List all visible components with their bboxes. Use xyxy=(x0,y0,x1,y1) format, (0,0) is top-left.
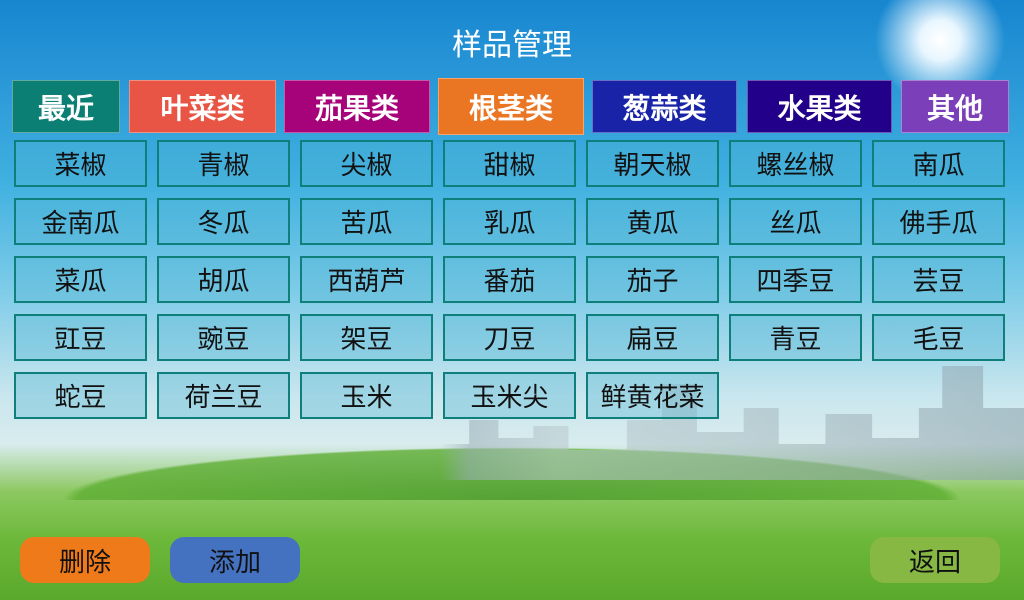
tab-2[interactable]: 茄果类 xyxy=(284,80,430,133)
tab-0[interactable]: 最近 xyxy=(12,80,120,133)
sample-item[interactable]: 茄子 xyxy=(586,256,719,303)
sample-item[interactable]: 番茄 xyxy=(443,256,576,303)
sample-item[interactable]: 豌豆 xyxy=(157,314,290,361)
sample-item[interactable]: 西葫芦 xyxy=(300,256,433,303)
page-title: 样品管理 xyxy=(452,28,572,63)
sample-item[interactable]: 鲜黄花菜 xyxy=(586,372,719,419)
sample-item[interactable]: 菜椒 xyxy=(14,140,147,187)
sample-item[interactable]: 朝天椒 xyxy=(586,140,719,187)
sample-item[interactable]: 冬瓜 xyxy=(157,198,290,245)
sample-item[interactable]: 菜瓜 xyxy=(14,256,147,303)
tab-4[interactable]: 葱蒜类 xyxy=(592,80,737,133)
sample-item[interactable]: 青椒 xyxy=(157,140,290,187)
sample-item[interactable]: 青豆 xyxy=(729,314,862,361)
sample-item[interactable]: 芸豆 xyxy=(872,256,1005,303)
sample-item[interactable]: 玉米尖 xyxy=(443,372,576,419)
sample-item[interactable]: 豇豆 xyxy=(14,314,147,361)
tab-3[interactable]: 根茎类 xyxy=(438,78,584,135)
sample-item[interactable]: 乳瓜 xyxy=(443,198,576,245)
tab-5[interactable]: 水果类 xyxy=(747,80,892,133)
sample-item[interactable]: 螺丝椒 xyxy=(729,140,862,187)
delete-button[interactable]: 删除 xyxy=(20,537,150,583)
sample-item[interactable]: 架豆 xyxy=(300,314,433,361)
sample-item[interactable]: 扁豆 xyxy=(586,314,719,361)
sample-item[interactable]: 黄瓜 xyxy=(586,198,719,245)
tab-1[interactable]: 叶菜类 xyxy=(129,80,276,133)
sample-item[interactable]: 刀豆 xyxy=(443,314,576,361)
sample-item[interactable]: 荷兰豆 xyxy=(157,372,290,419)
tab-6[interactable]: 其他 xyxy=(901,80,1009,133)
sample-item[interactable]: 丝瓜 xyxy=(729,198,862,245)
sample-item[interactable]: 苦瓜 xyxy=(300,198,433,245)
sample-item[interactable]: 尖椒 xyxy=(300,140,433,187)
sample-item[interactable]: 玉米 xyxy=(300,372,433,419)
sample-item[interactable]: 南瓜 xyxy=(872,140,1005,187)
sample-item[interactable]: 四季豆 xyxy=(729,256,862,303)
sample-item[interactable]: 甜椒 xyxy=(443,140,576,187)
sample-item[interactable]: 毛豆 xyxy=(872,314,1005,361)
sample-item[interactable]: 佛手瓜 xyxy=(872,198,1005,245)
sample-item[interactable]: 蛇豆 xyxy=(14,372,147,419)
sample-item[interactable]: 金南瓜 xyxy=(14,198,147,245)
back-button[interactable]: 返回 xyxy=(870,537,1000,583)
sample-item[interactable]: 胡瓜 xyxy=(157,256,290,303)
add-button[interactable]: 添加 xyxy=(170,537,300,583)
